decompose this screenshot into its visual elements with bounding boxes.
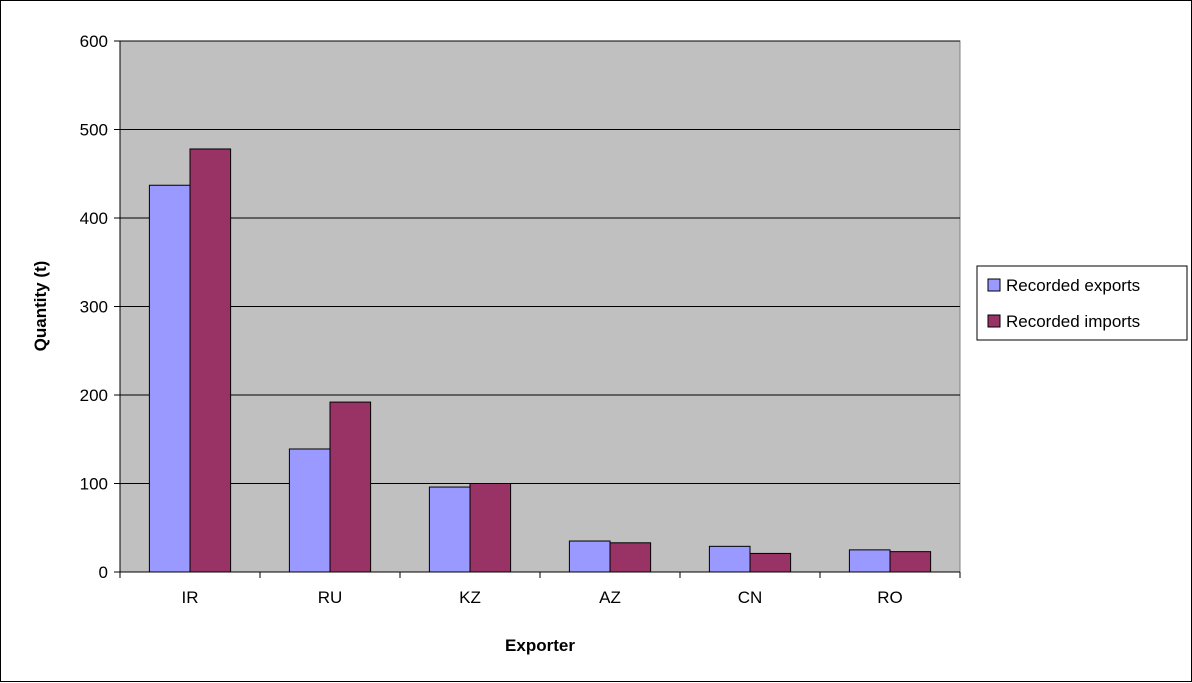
legend: Recorded exports Recorded imports [976, 265, 1188, 341]
x-tick-label: AZ [599, 588, 621, 607]
gridlines [120, 40, 960, 484]
bar-exports-az [568, 540, 611, 573]
x-tick-label: IR [182, 588, 199, 607]
legend-label-imports: Recorded imports [1006, 312, 1140, 331]
bar-imports-kz [469, 483, 512, 573]
bar-exports-ir [148, 184, 191, 573]
legend-swatch-exports [987, 278, 1001, 292]
x-tick-label: CN [738, 588, 763, 607]
x-tick-label: KZ [459, 588, 481, 607]
y-tick-label: 500 [80, 121, 108, 140]
y-tick-label: 200 [80, 386, 108, 405]
legend-box [976, 265, 1188, 341]
x-axis-title: Exporter [505, 636, 575, 655]
legend-label-exports: Recorded exports [1006, 276, 1140, 295]
bar-exports-ro [848, 549, 891, 573]
x-tick-label: RU [318, 588, 343, 607]
bar-imports-ro [889, 551, 932, 573]
y-tick-label: 100 [80, 475, 108, 494]
bar-exports-ru [288, 448, 331, 573]
bar-imports-ru [329, 401, 372, 573]
y-axis-title: Quantity (t) [31, 261, 50, 352]
y-tick-label: 400 [80, 209, 108, 228]
bar-exports-cn [708, 545, 751, 573]
y-tick-label: 0 [99, 563, 108, 582]
y-tick-label: 300 [80, 298, 108, 317]
y-tick-label: 600 [80, 32, 108, 51]
y-axis-ticks: 0 100 200 300 400 500 600 [80, 32, 120, 582]
bar-imports-cn [749, 552, 792, 573]
bar-imports-az [609, 542, 652, 573]
bar-exports-kz [428, 486, 471, 573]
bars [148, 148, 932, 573]
legend-swatch-imports [987, 314, 1001, 328]
x-tick-label: RO [877, 588, 903, 607]
bar-imports-ir [189, 148, 232, 573]
x-axis-ticks: IR RU KZ AZ CN RO [119, 572, 961, 607]
